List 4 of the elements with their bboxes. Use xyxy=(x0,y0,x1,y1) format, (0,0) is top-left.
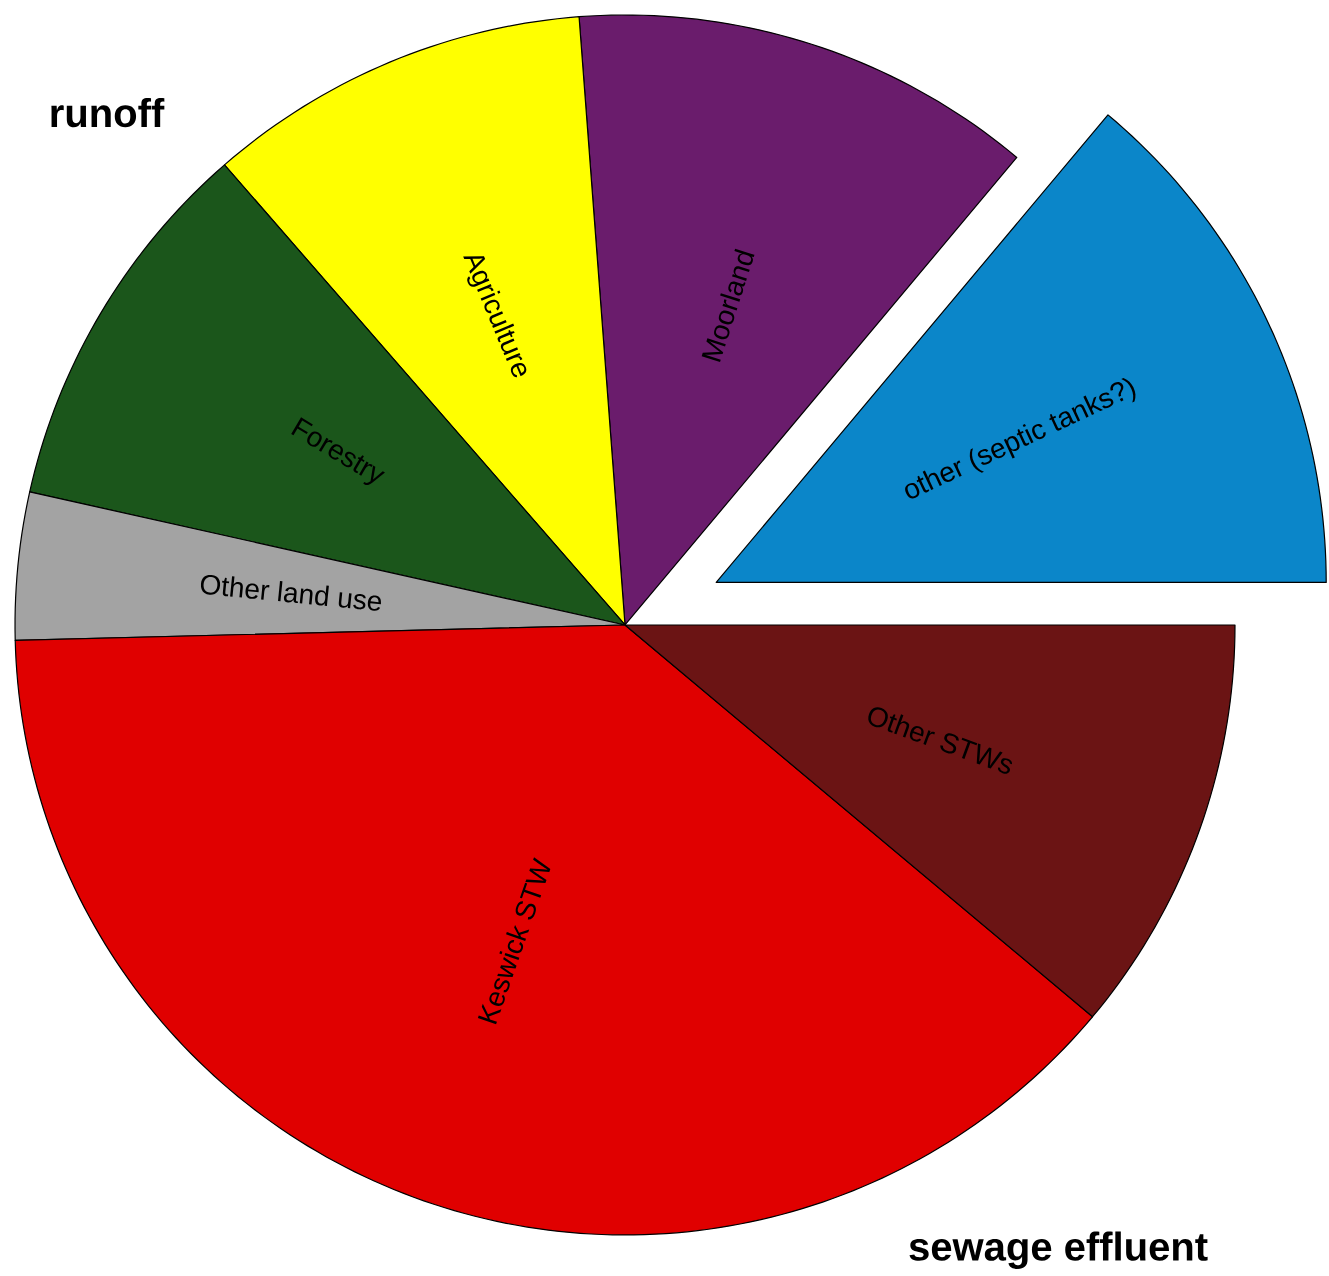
text: runoff xyxy=(51,98,165,128)
slice-label: Other land use xyxy=(200,575,382,612)
slice-label: Other STWs xyxy=(868,707,1013,774)
text: sewage effluent xyxy=(909,1231,1208,1270)
